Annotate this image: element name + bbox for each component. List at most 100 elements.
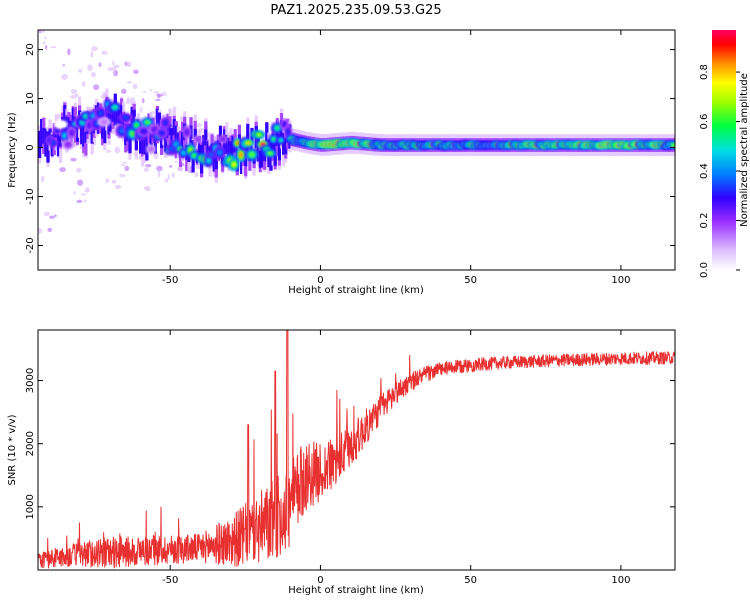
spectrogram-xlabel: Height of straight line (km) xyxy=(288,285,424,296)
spectrogram-speckle xyxy=(144,186,148,190)
spectrogram-speckle xyxy=(81,81,86,88)
spectrogram-band-cell xyxy=(170,127,174,153)
spectrogram-ridge-blob xyxy=(119,128,125,134)
spectrogram-ridge-blob xyxy=(286,129,290,135)
spectrogram-speckle xyxy=(70,157,77,162)
spectrogram-speckle xyxy=(49,215,55,219)
spectrogram-band-cell xyxy=(227,137,231,166)
snr-series-line xyxy=(38,330,675,569)
spectrogram-speckle xyxy=(140,106,143,114)
colorbar-ticks: 0.0 0.2 0.4 0.6 0.8 xyxy=(699,64,740,278)
snr-xtick-label: 0 xyxy=(317,575,323,586)
spectrogram-speckle xyxy=(50,46,57,49)
spectrogram-ridge-blob xyxy=(65,142,71,147)
spectrogram-speckle xyxy=(85,187,90,192)
spectrogram-band-cell xyxy=(181,131,185,148)
snr-ticks: -50 0 50 100 1000 2000 3000 xyxy=(25,330,675,586)
spectrogram-speckle xyxy=(76,199,83,204)
spectrogram-marks xyxy=(38,30,675,234)
spectrogram-ridge-blob xyxy=(101,120,107,124)
spectrogram-ridge-blob xyxy=(217,150,222,156)
spectrogram-band-cell xyxy=(172,119,176,136)
spectrogram-ridge-blob xyxy=(245,141,251,145)
snr-ytick-label: 2000 xyxy=(25,431,36,456)
spectrogram-ridge-blob xyxy=(192,153,197,158)
spectrogram-band-cell xyxy=(101,118,105,139)
spectrogram-speckle xyxy=(167,173,170,180)
spectrogram-speckle xyxy=(61,73,69,80)
spectrogram-speckle xyxy=(44,45,48,50)
spectrogram-speckle xyxy=(120,164,126,167)
spectrogram-band-cell xyxy=(231,136,235,168)
colorbar: 0.0 0.2 0.4 0.6 0.8 Normalized spectral ampl… xyxy=(699,30,750,278)
spectrogram-speckle xyxy=(127,96,130,100)
spectrogram-ridge-blob xyxy=(256,133,262,137)
spectrogram-ytick-label: 20 xyxy=(25,43,36,56)
spectrogram-speckle xyxy=(194,171,199,178)
spectrogram-speckle xyxy=(124,61,128,67)
spectrogram-band-cell xyxy=(38,130,42,158)
spectrogram-speckle xyxy=(43,36,47,39)
spectrogram-ridge-blob xyxy=(163,120,168,125)
spectrogram-speckle xyxy=(119,174,126,178)
colorbar-label: Normalized spectral amplitude xyxy=(739,73,750,227)
spectrogram-speckle xyxy=(121,161,128,164)
spectrogram-band-cell xyxy=(44,128,48,157)
spectrogram-speckle xyxy=(124,165,130,172)
snr-ytick-label: 1000 xyxy=(25,494,36,519)
spectrogram-speckle xyxy=(112,60,115,66)
spectrogram-speckle xyxy=(47,227,53,232)
spectrogram-speckle xyxy=(153,91,159,94)
spectrogram-speckle xyxy=(59,167,66,173)
spectrogram-frame xyxy=(37,29,676,271)
spectrogram-band-cell xyxy=(284,138,288,155)
spectrogram-band-cell xyxy=(168,124,172,136)
spectrogram-band-cell xyxy=(56,125,61,157)
spectrogram-speckle xyxy=(77,179,84,186)
spectrogram-xtick-label: 0 xyxy=(317,275,323,286)
spectrogram-speckle xyxy=(168,165,173,168)
spectrogram-ridge-blob xyxy=(62,133,67,139)
spectrogram-speckle xyxy=(126,81,133,84)
spectrogram-ridge-blob xyxy=(239,152,244,158)
spectrogram-ridge-blob xyxy=(221,137,226,141)
spectrogram-speckle xyxy=(133,69,139,75)
spectrogram-band-cell xyxy=(90,119,94,144)
spectrogram-band-cell xyxy=(244,152,248,167)
spectrogram-ridge-blob xyxy=(148,147,154,151)
spectrogram-band-cell xyxy=(141,135,145,154)
spectrogram-ridge-blob xyxy=(671,143,675,147)
spectrogram-band-cell xyxy=(84,131,88,143)
spectrogram-band-cell xyxy=(59,136,63,147)
spectrogram-speckle xyxy=(62,64,66,67)
spectrogram-band-cell xyxy=(225,134,229,154)
spectrogram-ridge-blob xyxy=(181,150,186,155)
spectrogram-speckle xyxy=(93,84,100,91)
spectrogram-band-cell xyxy=(40,118,44,148)
spectrogram-band-cell xyxy=(103,120,107,144)
spectrogram-band-cell xyxy=(111,111,115,122)
spectrogram-ridge-blob xyxy=(105,102,110,107)
spectrogram-ridge-blob xyxy=(55,128,60,132)
spectrogram-speckle xyxy=(142,90,147,93)
spectrogram-ridge-blob xyxy=(152,127,158,132)
spectrogram-speckle xyxy=(157,170,161,178)
spectrogram-ytick-label: -20 xyxy=(25,237,36,253)
spectrogram-speckle xyxy=(149,89,153,92)
colorbar-tick-label: 0.0 xyxy=(699,262,710,278)
spectrogram-xtick-label: -50 xyxy=(162,275,178,286)
snr-panel: -50 0 50 100 1000 2000 3000 Height of straight… xyxy=(7,329,676,596)
spectrogram-speckle xyxy=(40,176,45,183)
spectrogram-speckle xyxy=(107,66,115,72)
spectrogram-ytick-label: 10 xyxy=(25,92,36,105)
spectrogram-band-cell xyxy=(75,118,80,142)
spectrogram-band-cell xyxy=(132,109,136,129)
spectrogram-ridge-blob xyxy=(112,105,118,110)
chart-title: PAZ1.2025.235.09.53.G25 xyxy=(270,3,441,18)
spectrogram-speckle xyxy=(90,72,96,78)
spectrogram-band-cell xyxy=(42,127,46,144)
spectrogram-speckle xyxy=(67,48,71,56)
spectrogram-speckle xyxy=(171,172,175,178)
